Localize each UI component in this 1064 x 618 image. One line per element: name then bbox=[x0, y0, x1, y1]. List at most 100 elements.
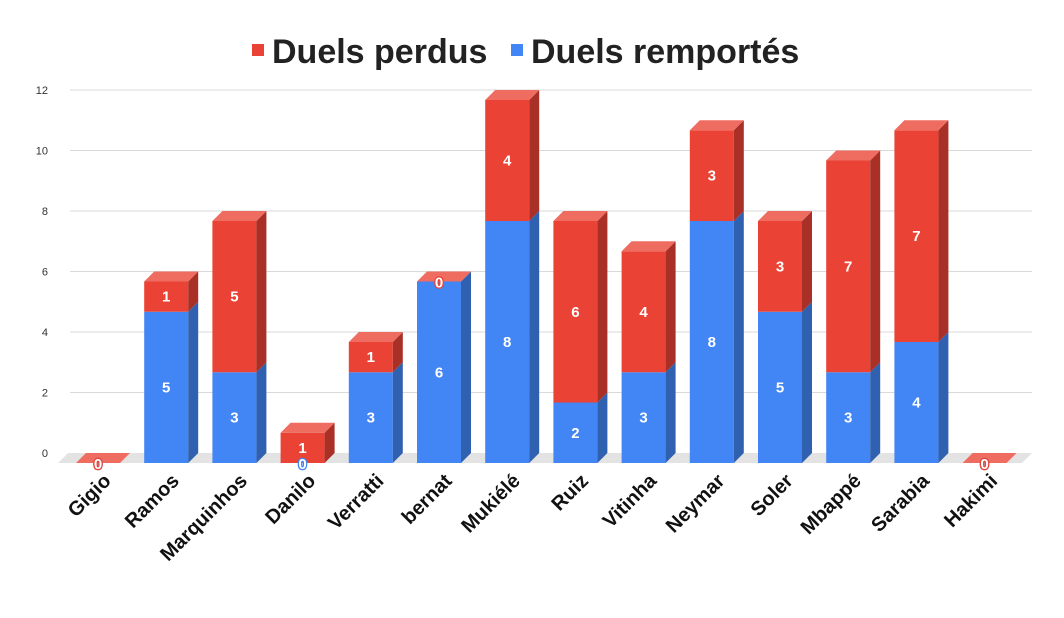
bar-front[interactable] bbox=[689, 130, 734, 221]
x-tick-label: Ruiz bbox=[548, 470, 593, 515]
x-tick-label: Mbappé bbox=[797, 470, 866, 539]
bar-segment[interactable] bbox=[758, 301, 812, 463]
bar-segment[interactable] bbox=[348, 332, 403, 373]
bar-top bbox=[894, 120, 949, 131]
y-tick-label: 12 bbox=[36, 85, 48, 97]
bar-segment[interactable] bbox=[144, 301, 199, 463]
bar-segment[interactable] bbox=[689, 120, 744, 221]
bar-top bbox=[76, 453, 130, 463]
bar-segment[interactable] bbox=[485, 90, 540, 221]
bar-side bbox=[461, 271, 471, 463]
bar-segment[interactable] bbox=[826, 150, 881, 373]
data-label: 1 bbox=[367, 349, 375, 366]
bar-segment[interactable] bbox=[348, 362, 403, 463]
bar-segment[interactable] bbox=[758, 211, 812, 312]
bar-front[interactable] bbox=[417, 281, 461, 464]
bar-top bbox=[826, 150, 881, 161]
bar-segment[interactable] bbox=[553, 392, 608, 464]
data-label: 1 bbox=[298, 440, 306, 457]
bar-front[interactable] bbox=[894, 342, 939, 463]
legend-label: Duels perdus bbox=[272, 33, 487, 71]
bar-segment[interactable] bbox=[212, 362, 267, 463]
bar-side bbox=[938, 332, 949, 463]
bar-front[interactable] bbox=[212, 372, 257, 463]
bar-top bbox=[485, 90, 540, 100]
data-label: 6 bbox=[435, 364, 443, 381]
data-label: 5 bbox=[776, 379, 784, 396]
bar-top bbox=[144, 271, 199, 282]
bar-side bbox=[733, 120, 744, 221]
bar-segment[interactable] bbox=[962, 453, 1017, 463]
legend-label: Duels remportés bbox=[531, 33, 799, 71]
bar-side bbox=[256, 211, 267, 373]
bar-front[interactable] bbox=[621, 251, 666, 373]
bar-top bbox=[212, 211, 267, 221]
bar-front[interactable] bbox=[826, 160, 871, 373]
data-label: 3 bbox=[367, 410, 375, 427]
bar-front[interactable] bbox=[621, 372, 666, 463]
bar-front[interactable] bbox=[144, 311, 189, 463]
legend-swatch bbox=[511, 44, 523, 56]
bar-segment[interactable] bbox=[212, 211, 267, 373]
bar-segment[interactable] bbox=[485, 211, 540, 463]
bar-segment[interactable] bbox=[894, 120, 949, 342]
bar-side bbox=[529, 211, 540, 463]
data-label: 3 bbox=[844, 410, 852, 427]
bar-segment[interactable] bbox=[417, 271, 471, 464]
bar-front[interactable] bbox=[758, 221, 802, 312]
bar-side bbox=[392, 362, 403, 463]
data-label: 4 bbox=[912, 395, 921, 412]
data-label: 8 bbox=[708, 334, 716, 351]
data-label: 7 bbox=[844, 258, 852, 275]
bar-front[interactable] bbox=[144, 281, 189, 312]
x-tick-label: Neymar bbox=[662, 470, 730, 538]
x-tick-label: Verratti bbox=[324, 470, 388, 534]
bar-segment[interactable] bbox=[621, 241, 676, 373]
x-tick-label: Gigio bbox=[64, 470, 116, 522]
data-label: 1 bbox=[162, 289, 170, 306]
x-tick-label: Vitinha bbox=[599, 469, 662, 532]
bar-front[interactable] bbox=[826, 372, 871, 463]
data-label: 7 bbox=[912, 228, 920, 245]
bar-front[interactable] bbox=[553, 402, 598, 464]
bar-segment[interactable] bbox=[553, 211, 608, 403]
y-tick-label: 0 bbox=[42, 448, 48, 460]
data-label: 4 bbox=[503, 153, 512, 170]
bar-front[interactable] bbox=[280, 432, 325, 463]
bar-segment[interactable] bbox=[826, 362, 881, 463]
bar-top bbox=[758, 211, 812, 221]
x-tick-label: Danilo bbox=[261, 470, 320, 529]
bar-segment[interactable] bbox=[894, 332, 949, 463]
data-label: 8 bbox=[503, 334, 511, 351]
x-tick-label: Ramos bbox=[121, 470, 184, 533]
bar-top bbox=[417, 271, 471, 282]
bar-front[interactable] bbox=[485, 100, 530, 221]
bar-segment[interactable] bbox=[621, 362, 676, 463]
y-tick-label: 6 bbox=[42, 267, 48, 279]
bar-side bbox=[597, 211, 608, 403]
bar-front[interactable] bbox=[348, 372, 393, 463]
bar-segment[interactable] bbox=[76, 453, 130, 463]
bar-side bbox=[665, 241, 676, 373]
x-tick-label: Soler bbox=[747, 470, 798, 521]
bar-front[interactable] bbox=[758, 311, 802, 463]
data-label: 3 bbox=[639, 410, 647, 427]
bar-front[interactable] bbox=[894, 130, 939, 342]
bar-side bbox=[188, 301, 199, 463]
bar-front[interactable] bbox=[553, 221, 598, 403]
data-label: 0 bbox=[980, 456, 988, 473]
bar-front[interactable] bbox=[485, 221, 530, 463]
floor-plane bbox=[58, 453, 1032, 463]
bar-front[interactable] bbox=[348, 342, 393, 373]
data-label: 0 bbox=[298, 456, 306, 473]
bar-segment[interactable] bbox=[144, 271, 199, 312]
bar-front[interactable] bbox=[689, 221, 734, 463]
bar-front[interactable] bbox=[212, 221, 257, 373]
bar-segment[interactable] bbox=[417, 271, 471, 282]
bar-segment[interactable] bbox=[280, 422, 335, 463]
bar-side bbox=[256, 362, 267, 463]
bar-segment[interactable] bbox=[689, 211, 744, 463]
